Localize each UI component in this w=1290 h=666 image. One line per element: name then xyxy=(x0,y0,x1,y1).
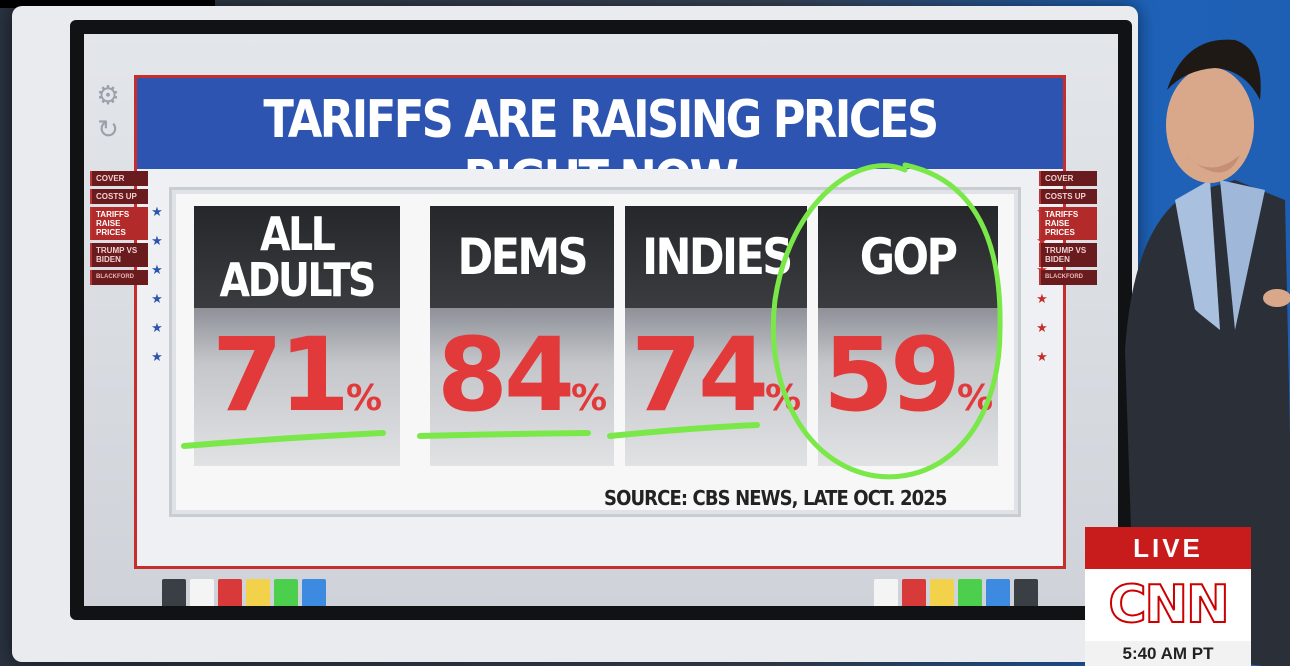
star-icon: ★ xyxy=(151,291,163,306)
menu-item-blackford[interactable]: BLACKFORD xyxy=(1039,270,1097,285)
star-icon: ★ xyxy=(151,320,163,335)
star-icon: ★ xyxy=(151,233,163,248)
card-label: DEMS xyxy=(430,206,614,308)
color-swatch[interactable] xyxy=(162,579,186,606)
letterbox-bar xyxy=(0,0,215,8)
card-value-area: 74% xyxy=(625,308,807,466)
card-dems: DEMS 84% xyxy=(430,206,614,466)
star-icon: ★ xyxy=(151,262,163,277)
color-swatch[interactable] xyxy=(274,579,298,606)
network-logo: CNN xyxy=(1085,569,1251,641)
menu-item-tariffs[interactable]: TARIFFS RAISE PRICES xyxy=(1039,207,1097,240)
underline-indies xyxy=(607,422,760,439)
color-palette-left xyxy=(162,579,326,606)
menu-item-tariffs[interactable]: TARIFFS RAISE PRICES xyxy=(90,207,148,240)
star-icon: ★ xyxy=(1031,262,1053,291)
menu-item-blackford[interactable]: BLACKFORD xyxy=(90,270,148,285)
card-label: ALL ADULTS xyxy=(194,206,400,308)
underline-dems xyxy=(417,430,591,439)
color-swatch[interactable] xyxy=(1014,579,1038,606)
card-label: GOP xyxy=(818,206,998,308)
touchscreen-monitor: ⚙ ↻ TARIFFS ARE RAISING PRICES RIGHT NOW… xyxy=(12,6,1138,662)
source-note: SOURCE: CBS NEWS, LATE OCT. 2025 xyxy=(604,486,947,510)
broadcast-time: 5:40 AM PT xyxy=(1085,641,1251,666)
card-percent: 74% xyxy=(630,316,802,435)
nav-menu-left: COVER COSTS UP TARIFFS RAISE PRICES TRUM… xyxy=(90,171,148,288)
menu-item-cover[interactable]: COVER xyxy=(1039,171,1097,186)
color-swatch[interactable] xyxy=(874,579,898,606)
card-value-area: 84% xyxy=(430,308,614,466)
menu-item-trump-vs-biden[interactable]: TRUMP VS BIDEN xyxy=(1039,243,1097,267)
color-palette-right xyxy=(874,579,1038,606)
star-icon: ★ xyxy=(1036,233,1048,248)
menu-item-costs-up[interactable]: COSTS UP xyxy=(1039,189,1097,204)
color-swatch[interactable] xyxy=(930,579,954,606)
star-icon: ★ xyxy=(151,349,163,364)
star-icon: ★ xyxy=(1036,320,1048,335)
color-swatch[interactable] xyxy=(958,579,982,606)
stars-left: ★ ★ ★ ★ ★ ★ xyxy=(146,204,168,378)
screen-background: ⚙ ↻ TARIFFS ARE RAISING PRICES RIGHT NOW… xyxy=(84,34,1118,606)
gear-icon[interactable]: ⚙ xyxy=(96,80,120,110)
nav-menu-right: COVER COSTS UP TARIFFS RAISE PRICES TRUM… xyxy=(1039,171,1097,288)
color-swatch[interactable] xyxy=(902,579,926,606)
monitor-screen: ⚙ ↻ TARIFFS ARE RAISING PRICES RIGHT NOW… xyxy=(70,20,1132,620)
live-badge: LIVE CNN 5:40 AM PT xyxy=(1085,527,1251,666)
circle-gop xyxy=(770,162,1003,480)
color-swatch[interactable] xyxy=(302,579,326,606)
card-percent: 59% xyxy=(822,316,994,435)
card-percent: 71% xyxy=(211,316,383,435)
color-swatch[interactable] xyxy=(218,579,242,606)
menu-item-cover[interactable]: COVER xyxy=(90,171,148,186)
color-swatch[interactable] xyxy=(986,579,1010,606)
live-label: LIVE xyxy=(1085,527,1251,569)
side-toolbar: ⚙ ↻ xyxy=(92,78,124,146)
menu-item-costs-up[interactable]: COSTS UP xyxy=(90,189,148,204)
card-percent: 84% xyxy=(436,316,608,435)
color-swatch[interactable] xyxy=(190,579,214,606)
star-icon: ★ xyxy=(151,204,163,219)
menu-item-trump-vs-biden[interactable]: TRUMP VS BIDEN xyxy=(90,243,148,267)
color-swatch[interactable] xyxy=(246,579,270,606)
refresh-icon[interactable]: ↻ xyxy=(97,114,119,144)
underline-all-adults xyxy=(181,430,386,449)
star-icon: ★ xyxy=(1036,349,1048,364)
star-icon: ★ xyxy=(1036,291,1048,306)
